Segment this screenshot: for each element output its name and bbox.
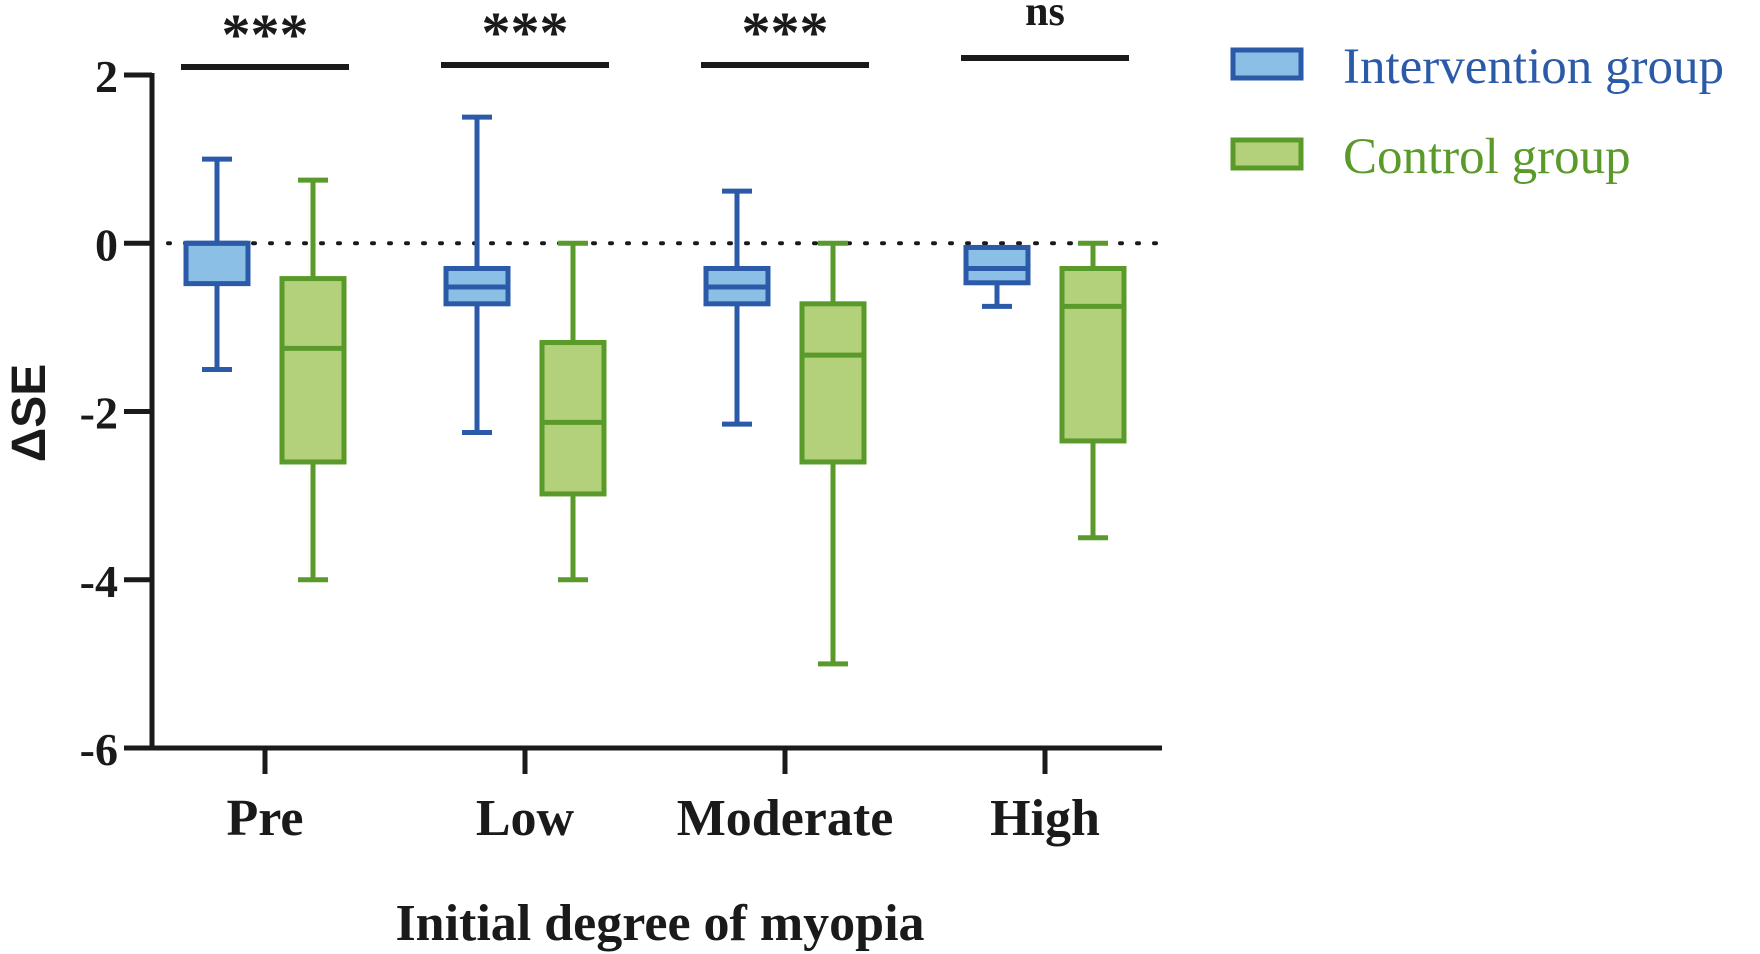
x-tick-label-pre: Pre [227,790,304,847]
box-intervention-high [963,244,1031,286]
legend-swatch-intervention [1230,47,1304,81]
box-control-low [539,340,607,497]
x-axis-title: Initial degree of myopia [395,895,924,952]
box-control-moderate [799,301,867,465]
legend-label-control: Control group [1343,129,1631,185]
y-tick-label: 2 [95,51,118,102]
plot-area: 2 0 -2 -4 -6 Pre Low Moderate High *** *** *** ns [80,0,1164,847]
y-axis-title: ΔSE [3,364,56,463]
y-tick-label: -4 [80,556,118,607]
x-tick-label-moderate: Moderate [677,790,894,847]
y-tick-label: 0 [95,219,118,270]
y-tick-label: -6 [80,724,118,775]
y-tick-label: -2 [80,388,118,439]
significance-label-low: *** [482,0,569,65]
significance-label-moderate: *** [742,0,829,65]
legend-swatch-control [1230,137,1304,171]
legend: Intervention group Control group [1230,39,1724,185]
x-tick-label-low: Low [476,790,575,847]
legend-label-intervention: Intervention group [1343,39,1724,95]
significance-label-pre: *** [222,2,309,67]
significance-label-high: ns [1025,0,1065,35]
box-control-high [1059,265,1127,444]
box-control-pre [279,276,347,465]
box-intervention-pre [183,240,251,287]
x-tick-label-high: High [990,790,1100,847]
